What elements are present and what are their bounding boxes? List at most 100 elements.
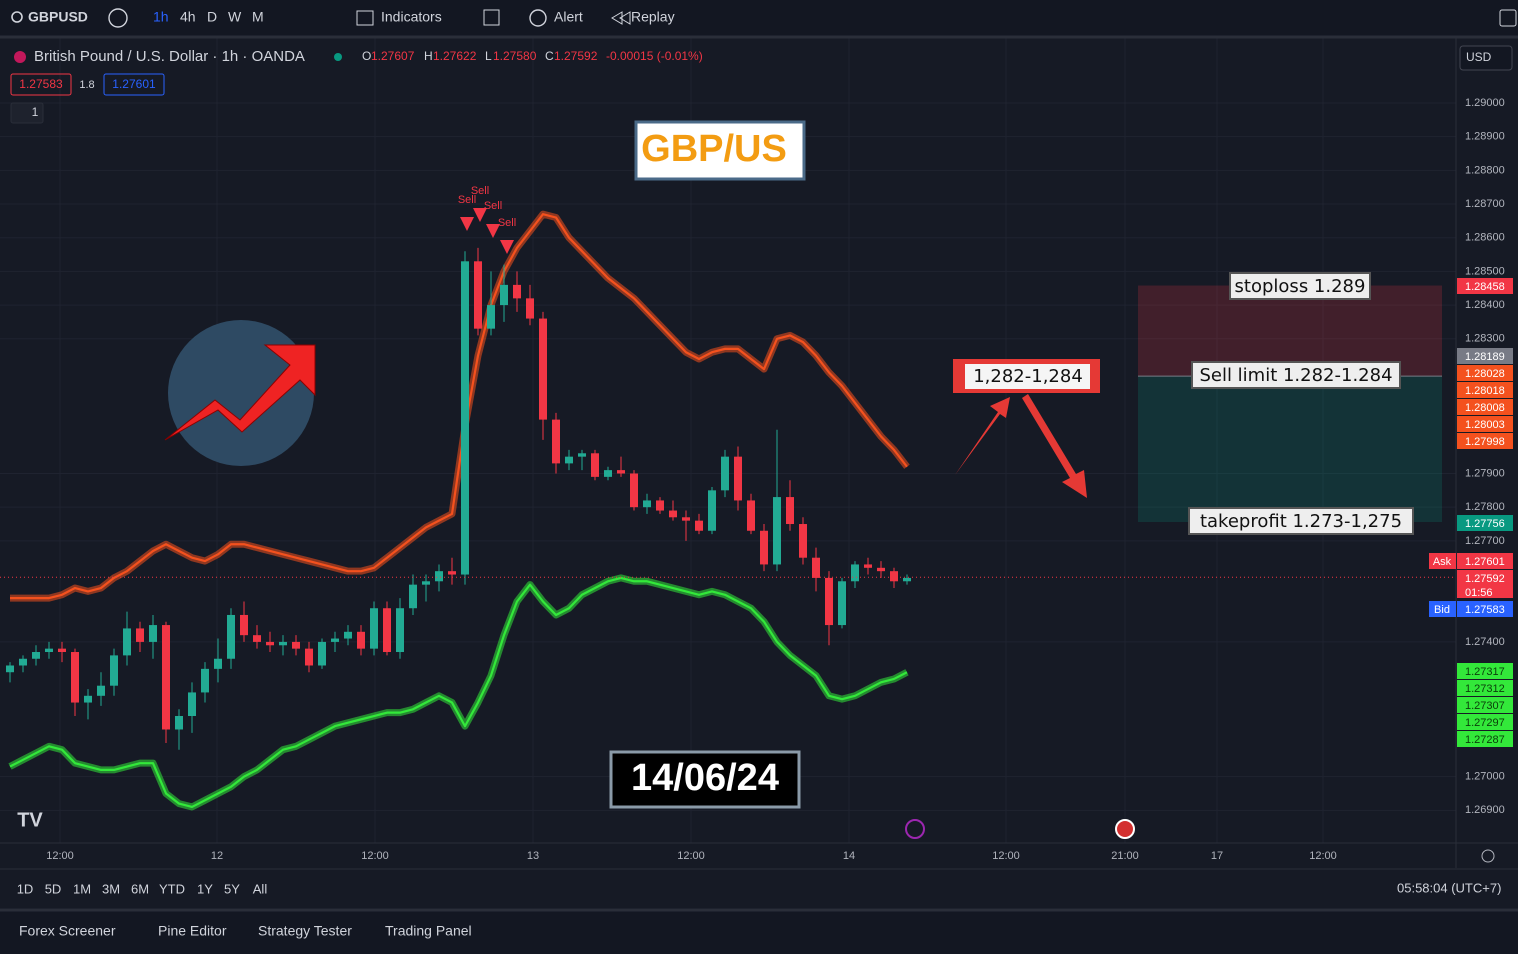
plot: stoploss 1.289 Sell limit 1.282-1.284 take… [0, 210, 1456, 811]
indicators-button[interactable]: Indicators [381, 9, 442, 25]
ohlc-value: 1.27580 [493, 49, 537, 63]
x-tick-label: 12:00 [46, 850, 74, 862]
ohlc-key: C [545, 49, 554, 63]
candle-body [188, 692, 196, 717]
candle-body [786, 497, 794, 525]
candle-body [162, 625, 170, 730]
x-tick-label: 13 [527, 850, 539, 862]
candle-body [656, 500, 664, 511]
price-tag [1457, 515, 1513, 531]
candle-body [721, 456, 729, 491]
tv-logo: TV [17, 809, 43, 831]
buy-box[interactable] [103, 73, 165, 96]
price-tag-label: 1.27998 [1465, 436, 1505, 448]
y-tick-label: 1.26900 [1465, 804, 1505, 816]
status-dot [334, 53, 342, 61]
bottom-panel [0, 910, 1518, 954]
sell-box[interactable] [10, 73, 72, 96]
range-button[interactable]: YTD [159, 881, 185, 896]
position-label-box [1191, 361, 1401, 389]
layouts-icon[interactable] [483, 9, 500, 26]
symbol[interactable]: GBPUSD [28, 9, 88, 25]
x-tick-label: 12:00 [677, 850, 705, 862]
ohlc-value: 1.27607 [371, 49, 415, 63]
candle-body [318, 641, 326, 666]
range-button[interactable]: All [253, 881, 268, 896]
sell-price[interactable]: 1.27583 [19, 77, 63, 91]
currency[interactable]: USD [1466, 50, 1492, 64]
price-tag [1457, 433, 1513, 449]
y-tick-label: 1.27800 [1465, 501, 1505, 513]
price-tag [1457, 680, 1513, 696]
alert-button[interactable]: Alert [554, 9, 583, 25]
candle-body [292, 641, 300, 649]
x-tick-label: 12:00 [361, 850, 389, 862]
candle-body [344, 631, 352, 639]
indicators-icon[interactable] [356, 10, 374, 26]
candle-body [695, 520, 703, 531]
y-tick-label: 1.27900 [1465, 467, 1505, 479]
lots-box[interactable] [10, 102, 44, 124]
buy-price[interactable]: 1.27601 [112, 77, 156, 91]
panel-tab[interactable]: Strategy Tester [258, 923, 352, 939]
price-tag [1457, 697, 1513, 713]
range-button[interactable]: 5D [45, 881, 62, 896]
alert-icon[interactable] [529, 9, 547, 27]
replay-button[interactable]: Replay [631, 9, 675, 25]
price-tag-label: 1.27583 [1465, 604, 1505, 616]
currency-box[interactable] [1459, 45, 1513, 71]
lots[interactable]: 1 [32, 105, 39, 119]
candle-body [240, 614, 248, 636]
interval[interactable]: M [252, 9, 264, 25]
interval[interactable]: 1h [153, 9, 169, 25]
interval[interactable]: W [228, 9, 242, 25]
panel-tab[interactable]: Pine Editor [158, 923, 227, 939]
y-tick-label: 1.27400 [1465, 636, 1505, 648]
x-tick-label: 12:00 [992, 850, 1020, 862]
logo-circle [168, 320, 314, 466]
candle-body [682, 517, 690, 521]
replay-icon[interactable] [611, 11, 631, 25]
price-tag-label: 1.27756 [1465, 518, 1505, 530]
search-icon[interactable] [11, 11, 23, 23]
range-button[interactable]: 5Y [224, 881, 240, 896]
candle-body [669, 510, 677, 518]
settings-icon[interactable] [1481, 849, 1495, 863]
candle-body [305, 648, 313, 666]
candle-body [227, 614, 235, 659]
panel-tab[interactable]: Trading Panel [385, 923, 472, 939]
range-button[interactable]: 1Y [197, 881, 213, 896]
price-tag-label: 1.28018 [1465, 385, 1505, 397]
candle-body [422, 581, 430, 585]
window-button[interactable] [1499, 9, 1517, 27]
range-button[interactable]: 6M [131, 881, 149, 896]
candle-body [630, 473, 638, 508]
candle-body [487, 305, 495, 329]
range-button[interactable]: 1D [17, 881, 34, 896]
candle-body [6, 665, 14, 673]
price-tag [1457, 348, 1513, 364]
price-tag-label: 1.28008 [1465, 402, 1505, 414]
candle-body [396, 608, 404, 653]
candle-body [201, 668, 209, 693]
interval[interactable]: D [207, 9, 217, 25]
price-tag-label: 1.27307 [1465, 700, 1505, 712]
ohlc-value: 1.27592 [554, 49, 598, 63]
candle-body [383, 608, 391, 653]
add-symbol[interactable] [108, 8, 128, 28]
price-tag-label: 1.27592 [1465, 573, 1505, 585]
candle-body [136, 628, 144, 642]
candle-body [747, 500, 755, 531]
arrow-down [1022, 394, 1087, 498]
price-tag [1457, 601, 1513, 617]
sell-label: Sell [498, 217, 516, 229]
price-tag-label: 1.28458 [1465, 281, 1505, 293]
range-button[interactable]: 1M [73, 881, 91, 896]
price-tag [1457, 382, 1513, 398]
candle-body [149, 625, 157, 642]
range-button[interactable]: 3M [102, 881, 120, 896]
candle-body [539, 318, 547, 420]
price-tag-label: 1.28028 [1465, 368, 1505, 380]
panel-tab[interactable]: Forex Screener [19, 923, 116, 939]
interval[interactable]: 4h [180, 9, 196, 25]
